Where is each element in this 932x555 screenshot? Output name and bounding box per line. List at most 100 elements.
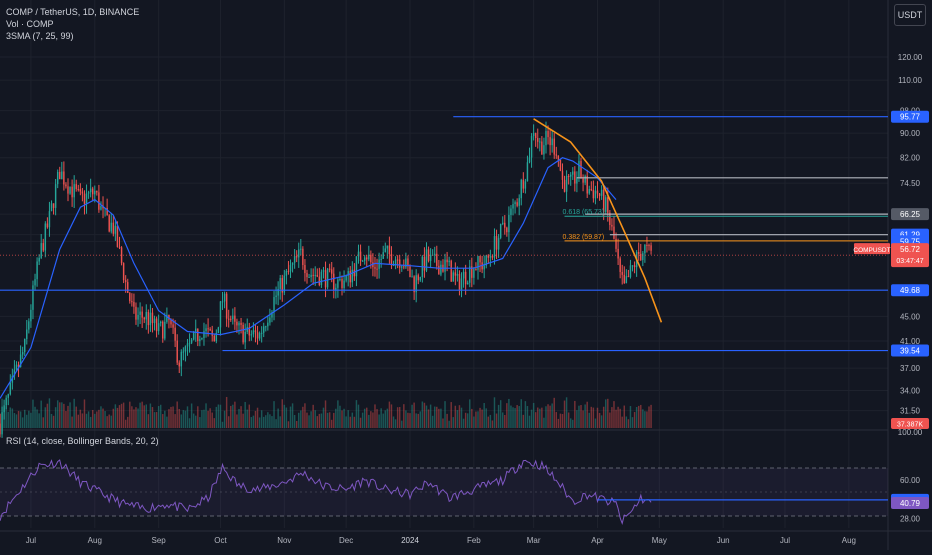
price-tag [891,344,929,357]
rsi-legend: RSI (14, close, Bollinger Bands, 20, 2) [6,436,159,446]
candle [409,266,411,278]
time-tick-label: Aug [88,536,102,545]
candle [151,312,154,324]
volume-bar [405,410,407,428]
volume-bar [567,412,570,428]
volume-bar [642,409,644,428]
volume-bar [149,403,152,428]
candle [394,259,397,266]
volume-bar [431,415,434,428]
candle [417,275,419,281]
candle [54,184,57,208]
candle [127,282,129,294]
candle [59,171,61,180]
candle [522,179,525,189]
rsi-tick-label: 100.00 [898,428,923,437]
candle [551,138,553,146]
volume-bar [522,414,525,428]
candle [559,159,562,171]
candle [195,328,197,332]
time-tick-label: Feb [467,536,481,545]
candle [190,339,193,343]
candle [316,274,319,277]
volume-bar [623,405,625,428]
volume-bar [308,415,310,428]
candle [114,225,117,234]
candle [159,321,162,324]
volume-bar [322,407,325,428]
candle [293,256,296,263]
candle [446,259,448,263]
candle [248,326,251,336]
volume-bar [401,420,403,428]
candle [157,323,160,332]
candle [506,227,508,233]
volume-bar [646,411,648,428]
volume-bar [398,407,401,428]
volume-bar [357,404,360,428]
volume-bar [118,405,121,428]
volume-bar [576,410,578,428]
candle [485,255,487,266]
price-tag [891,110,929,123]
volume-bar [464,412,467,428]
candle [98,192,100,210]
price-tick-label: 37.00 [900,364,921,373]
candle [94,190,96,195]
candle [17,364,20,367]
candle [265,326,267,328]
volume-bar [135,407,137,428]
candle [642,253,644,260]
volume-bar [112,408,115,428]
volume-bar [304,403,306,428]
volume-bar [143,405,145,428]
volume-bar [50,413,53,428]
volume-bar [127,416,129,428]
candle [118,246,121,248]
volume-bar [555,412,558,428]
volume-bar [91,409,94,428]
candle [21,352,24,355]
candle [302,248,304,266]
time-tick-label: Jul [780,536,790,545]
candle [462,271,465,279]
volume-bar [526,406,529,428]
volume-bar [392,416,395,428]
candle [227,318,230,320]
volume-bar [11,408,14,428]
candle [75,184,77,190]
volume-bar [353,416,356,428]
candle [63,171,65,185]
candle [600,189,603,196]
candle [609,212,611,225]
volume-bar [306,412,308,428]
volume-bar [26,414,28,428]
volume-bar [104,411,106,428]
volume-bar [368,414,370,428]
candle [341,279,343,288]
candle [96,190,98,193]
volume-bar [621,416,623,428]
candle [407,258,409,267]
candle [380,258,382,260]
candle [588,189,590,194]
candle [335,287,337,291]
currency-button[interactable]: USDT [894,4,926,26]
volume-bar [384,410,387,428]
volume-bar [543,417,545,428]
time-tick-label: 2024 [401,536,419,545]
candle [240,322,242,325]
volume-bar [155,412,158,428]
volume-bar [351,412,354,428]
volume-bar [164,410,166,428]
volume-bar [81,413,84,428]
volume-bar [0,413,1,428]
fib-label: 0.382 (59.87) [563,234,605,241]
candle [306,273,308,278]
candle [349,271,351,283]
candle [411,276,413,278]
candle [602,189,605,212]
candle [44,223,47,251]
volume-bar [5,405,7,428]
